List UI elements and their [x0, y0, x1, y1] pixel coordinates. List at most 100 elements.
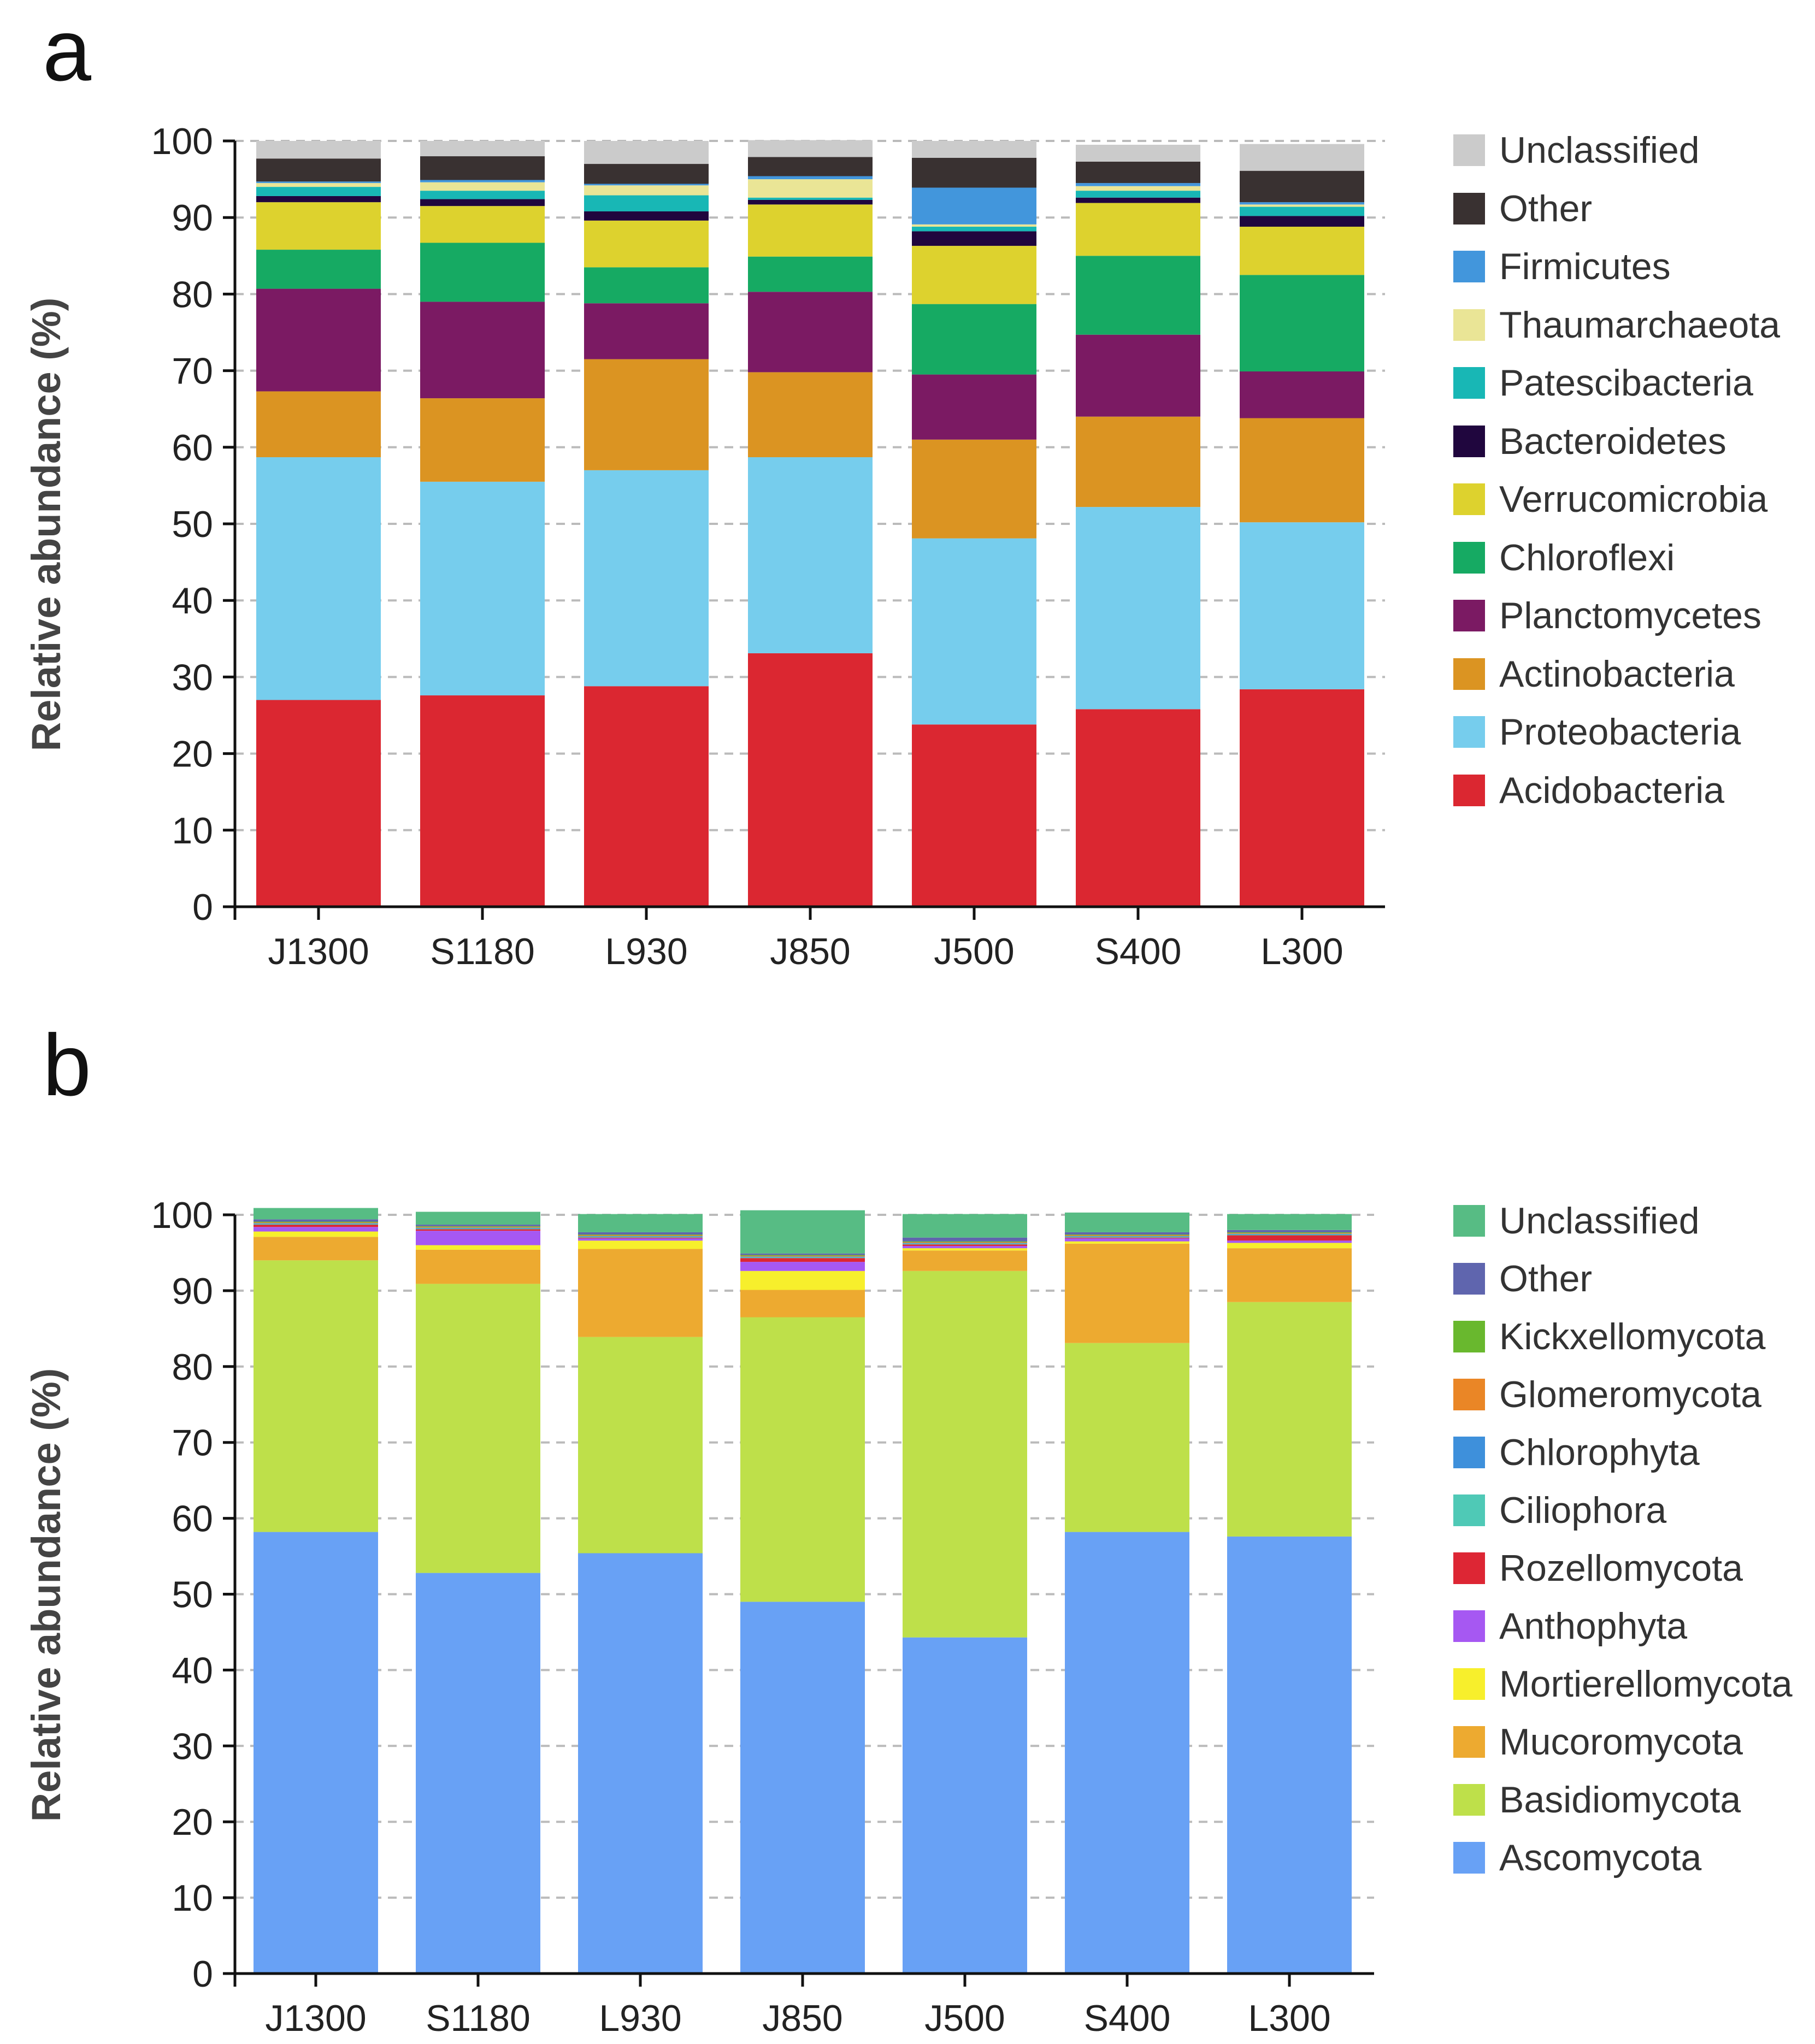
- x-tick-label-l930: L930: [605, 931, 687, 972]
- bar-segment-unclassified-l930: [578, 1214, 703, 1232]
- bar-segment-patescibacteria-l300: [1240, 206, 1364, 216]
- y-tick-label: 50: [172, 504, 213, 545]
- bar-segment-firmicutes-l930: [584, 184, 709, 186]
- bar-segment-unclassified-s1180: [420, 141, 545, 157]
- bar-segment-actinobacteria-s400: [1076, 416, 1200, 507]
- legend-item-thaumarchaeota: Thaumarchaeota: [1453, 304, 1780, 346]
- x-tick-label-s1180: S1180: [430, 931, 535, 972]
- bar-segment-planctomycetes-s1180: [420, 302, 545, 399]
- bar-segment-bacteroidetes-j500: [912, 231, 1036, 246]
- legend-label: Planctomycetes: [1499, 595, 1761, 636]
- legend-swatch: [1453, 1842, 1485, 1874]
- x-tick-label-l300: L300: [1248, 1998, 1330, 2039]
- legend-label: Other: [1499, 187, 1593, 229]
- bar-segment-other-j500: [903, 1237, 1027, 1242]
- bar-segment-chloroflexi-j850: [748, 256, 873, 292]
- bar-segment-bacteroidetes-s1180: [420, 199, 545, 206]
- legend-item-actinobacteria: Actinobacteria: [1453, 653, 1735, 695]
- bar-segment-chlorophyta-l930: [578, 1236, 703, 1237]
- bar-segment-mortierellomycota-s1180: [416, 1245, 540, 1250]
- bar-segment-kickxellomycota-j850: [740, 1255, 865, 1256]
- legend-label: Bacteroidetes: [1499, 420, 1726, 462]
- legend-label: Firmicutes: [1499, 246, 1671, 287]
- bar-segment-firmicutes-j850: [748, 176, 873, 180]
- bar-segment-mortierellomycota-l300: [1227, 1243, 1352, 1249]
- bar-segment-rozellomycota-s1180: [416, 1229, 540, 1231]
- bar-segment-other-s1180: [416, 1225, 540, 1226]
- legend-item-unclassified: Unclassified: [1453, 1200, 1700, 1242]
- bar-segment-basidiomycota-l930: [578, 1337, 703, 1553]
- legend-label: Proteobacteria: [1499, 711, 1741, 753]
- y-tick-label: 80: [172, 1346, 213, 1388]
- bar-segment-ascomycota-l300: [1227, 1536, 1352, 1974]
- bar-segment-basidiomycota-l300: [1227, 1302, 1352, 1537]
- y-tick-label: 10: [172, 810, 213, 852]
- legend-label: Basidiomycota: [1499, 1779, 1741, 1821]
- legend-item-chlorophyta: Chlorophyta: [1453, 1432, 1700, 1473]
- x-tick-label-j1300: J1300: [265, 1998, 366, 2039]
- bar-segment-unclassified-j1300: [256, 141, 381, 159]
- bar-segment-patescibacteria-l930: [584, 195, 709, 211]
- legend-swatch: [1453, 1610, 1485, 1642]
- bar-segment-chlorophyta-j1300: [254, 1223, 378, 1224]
- legend-swatch: [1453, 309, 1485, 341]
- bar-segment-patescibacteria-j850: [748, 197, 873, 200]
- x-tick-label-j500: J500: [934, 931, 1014, 972]
- bar-segment-kickxellomycota-l930: [578, 1234, 703, 1236]
- bar-segment-unclassified-s1180: [416, 1212, 540, 1225]
- chart-b: 0 10 20 30 40 50 60 70 80 90 100 J1300 S1180 L930 J850…: [23, 1195, 1374, 2039]
- legend-label: Ascomycota: [1499, 1837, 1702, 1878]
- bar-segment-unclassified-j850: [748, 140, 873, 157]
- bar-segment-mucoromycota-s1180: [416, 1249, 540, 1284]
- legend-swatch: [1453, 1726, 1485, 1758]
- bar-segment-mucoromycota-s400: [1065, 1243, 1189, 1343]
- chart-a: 0 10 20 30 40 50 60 70 80 90 100 J1300 S1180 L930 J850…: [23, 121, 1385, 972]
- bar-segment-other-j1300: [256, 158, 381, 182]
- panel-letter-b: b: [43, 1016, 91, 1114]
- bar-segment-acidobacteria-j850: [748, 653, 873, 907]
- bar-segment-anthophyta-j500: [903, 1245, 1027, 1249]
- legend-swatch: [1453, 192, 1485, 225]
- legend-label: Mortierellomycota: [1499, 1663, 1793, 1705]
- bar-segment-acidobacteria-j1300: [256, 700, 381, 907]
- bar-segment-planctomycetes-j500: [912, 374, 1036, 440]
- bar-segment-actinobacteria-j1300: [256, 391, 381, 458]
- panel-b: b 0 10 20 30 40 50 60 70 80 90 100 J1300 S1180 L930 J8…: [0, 1021, 1815, 2044]
- bar-segment-planctomycetes-l930: [584, 303, 709, 359]
- bar-segment-unclassified-l300: [1227, 1214, 1352, 1230]
- bar-segment-glomeromycota-j500: [903, 1242, 1027, 1243]
- bar-segment-acidobacteria-l300: [1240, 689, 1364, 907]
- bar-segment-ciliophora-j1300: [254, 1224, 378, 1225]
- bar-segment-mortierellomycota-s400: [1065, 1241, 1189, 1244]
- bar-segment-ascomycota-s400: [1065, 1532, 1189, 1974]
- bar-segment-planctomycetes-l300: [1240, 371, 1364, 418]
- y-tick-label: 90: [172, 1271, 213, 1312]
- y-axis-title: Relative abundance (%): [23, 1368, 69, 1822]
- legend-label: Unclassified: [1499, 129, 1700, 171]
- bar-segment-mortierellomycota-j500: [903, 1248, 1027, 1251]
- legend-item-rozellomycota: Rozellomycota: [1453, 1547, 1743, 1589]
- bar-segment-verrucomicrobia-j500: [912, 246, 1036, 304]
- legend-swatch: [1453, 1668, 1485, 1700]
- legend-item-mucoromycota: Mucoromycota: [1453, 1721, 1743, 1763]
- legend-item-bacteroidetes: Bacteroidetes: [1453, 420, 1726, 462]
- bar-segment-anthophyta-j1300: [254, 1227, 378, 1232]
- bar-segment-anthophyta-l300: [1227, 1240, 1352, 1243]
- legend-item-unclassified: Unclassified: [1453, 129, 1700, 171]
- y-tick-label: 10: [172, 1877, 213, 1919]
- legend-item-chloroflexi: Chloroflexi: [1453, 537, 1675, 578]
- y-tick-label: 20: [172, 734, 213, 775]
- bar-segment-basidiomycota-j500: [903, 1271, 1027, 1638]
- legend-swatch: [1453, 774, 1485, 806]
- bar-segment-other-j1300: [254, 1219, 378, 1222]
- legend-label: Verrucomicrobia: [1499, 478, 1768, 520]
- legend-swatch: [1453, 367, 1485, 399]
- legend-label: Other: [1499, 1258, 1593, 1299]
- x-tick-label-j1300: J1300: [268, 931, 369, 972]
- bar-segment-thaumarchaeota-j500: [912, 224, 1036, 227]
- legend-item-acidobacteria: Acidobacteria: [1453, 770, 1724, 811]
- legend-label: Glomeromycota: [1499, 1374, 1761, 1415]
- x-tick-label-j500: J500: [924, 1998, 1005, 2039]
- legend-swatch: [1453, 425, 1485, 457]
- bar-segment-other-s400: [1065, 1232, 1189, 1235]
